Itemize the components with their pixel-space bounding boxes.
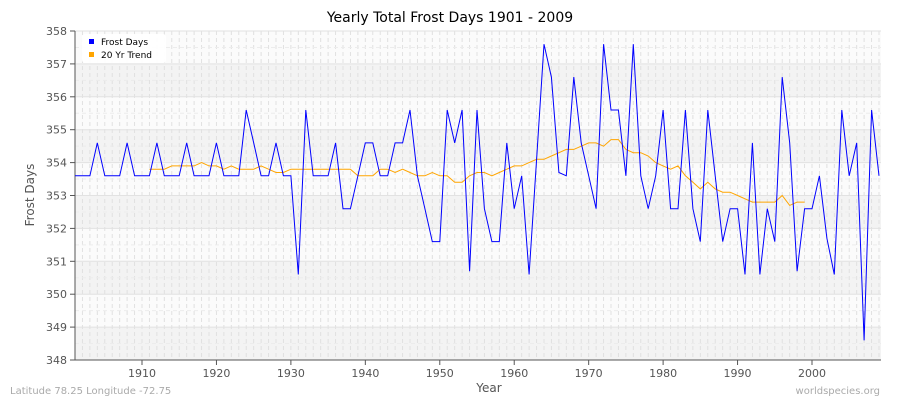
y-tick-label: 350 bbox=[46, 288, 67, 301]
x-tick-label: 1960 bbox=[500, 367, 528, 380]
legend: Frost Days 20 Yr Trend bbox=[82, 34, 166, 63]
y-tick-label: 358 bbox=[46, 25, 67, 38]
x-tick-label: 1930 bbox=[277, 367, 305, 380]
y-tick-label: 355 bbox=[46, 124, 67, 137]
y-tick-label: 352 bbox=[46, 222, 67, 235]
y-tick-label: 354 bbox=[46, 157, 67, 170]
x-tick-label: 2000 bbox=[798, 367, 826, 380]
x-tick-label: 1920 bbox=[202, 367, 230, 380]
x-axis-label: Year bbox=[475, 381, 501, 395]
axes: 348 349 350 351 352 353 354 355 356 357 358 1910 192… bbox=[46, 25, 881, 380]
x-tick-label: 1990 bbox=[724, 367, 752, 380]
y-tick-label: 349 bbox=[46, 321, 67, 334]
y-tick-label: 351 bbox=[46, 255, 67, 268]
legend-box bbox=[82, 34, 166, 63]
series-line-frost-days bbox=[75, 44, 880, 341]
y-tick-label: 353 bbox=[46, 190, 67, 203]
location-label: Latitude 78.25 Longitude -72.75 bbox=[10, 386, 171, 397]
x-tick-label: 1910 bbox=[128, 367, 156, 380]
x-tick-label: 1970 bbox=[575, 367, 603, 380]
legend-swatch-trend bbox=[89, 52, 94, 57]
x-tick-label: 1950 bbox=[426, 367, 454, 380]
chart-title: Yearly Total Frost Days 1901 - 2009 bbox=[326, 10, 573, 26]
legend-swatch-frost-days bbox=[89, 39, 94, 44]
series-lines bbox=[75, 44, 880, 341]
x-tick-label: 1980 bbox=[649, 367, 677, 380]
y-tick-label: 357 bbox=[46, 58, 67, 71]
legend-label-frost-days: Frost Days bbox=[101, 38, 148, 48]
source-label: worldspecies.org bbox=[796, 386, 880, 397]
legend-label-trend: 20 Yr Trend bbox=[101, 51, 152, 61]
grid bbox=[74, 30, 881, 361]
x-tick-label: 1940 bbox=[351, 367, 379, 380]
y-axis-label: Frost Days bbox=[23, 164, 37, 227]
y-tick-label: 348 bbox=[46, 354, 67, 367]
y-tick-label: 356 bbox=[46, 91, 67, 104]
